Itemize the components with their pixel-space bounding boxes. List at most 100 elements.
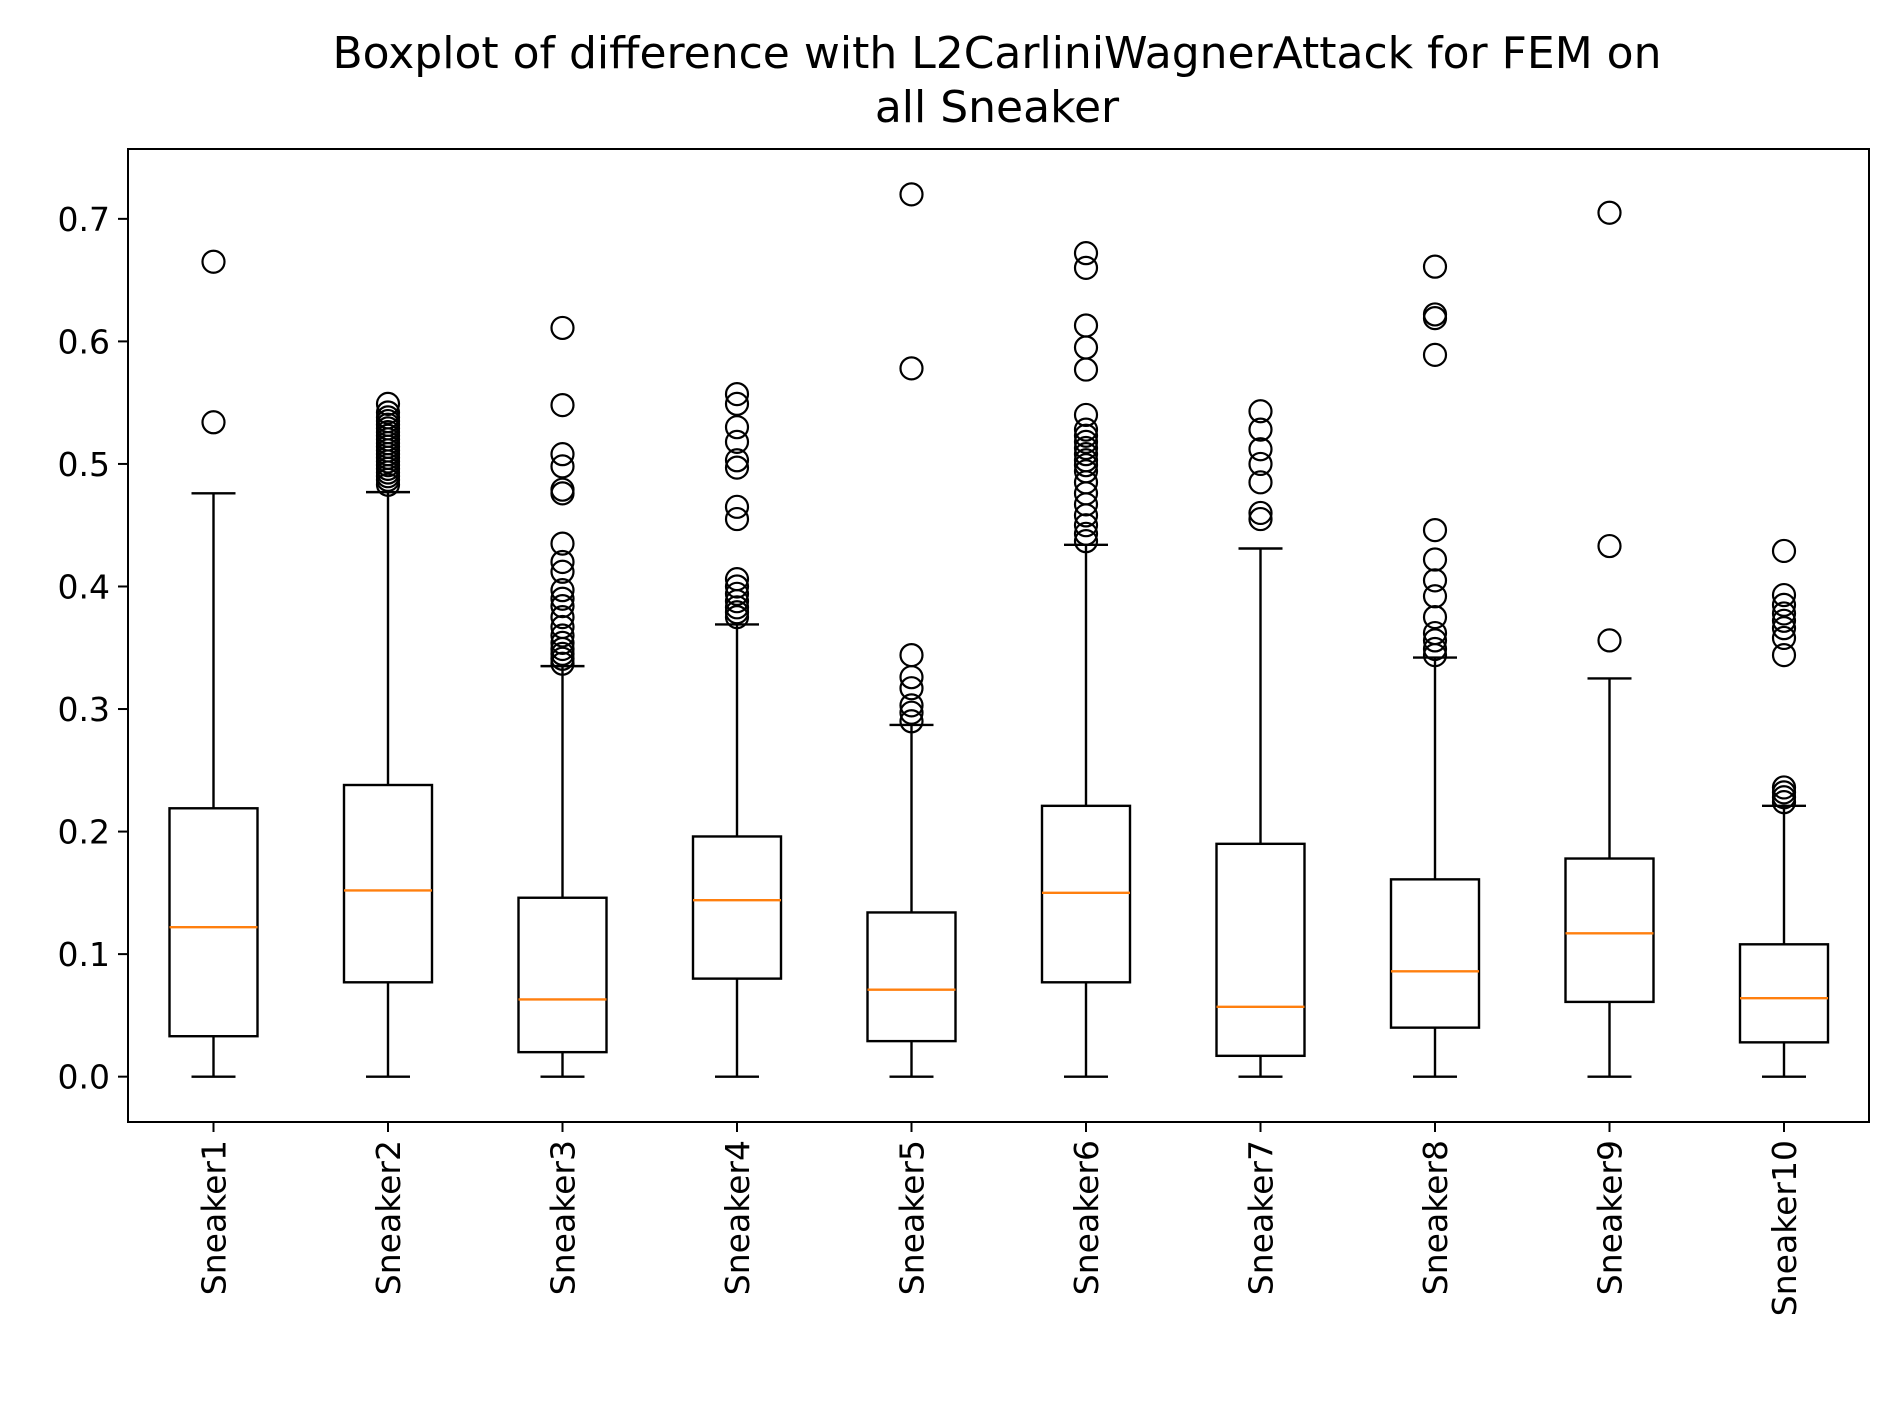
flier-point <box>1073 513 1099 538</box>
flier-point <box>1422 254 1448 279</box>
flier-point <box>1771 616 1797 641</box>
flier-point <box>1597 533 1622 559</box>
axes-frame <box>127 148 1870 1123</box>
y-tick-label: 0.2 <box>58 813 110 852</box>
chart-title-line-2: all Sneaker <box>875 82 1120 133</box>
flier-point <box>1073 459 1099 484</box>
y-tick-label: 0.7 <box>58 200 110 239</box>
plot-area: 0.0 0.1 0.2 0.3 0.4 0.5 0.6 0.7 Sneaker1 Sneaker2… <box>58 148 1870 1316</box>
flier-point <box>1248 399 1273 424</box>
flier-point <box>1073 448 1099 473</box>
x-tick-label: Sneaker6 <box>1067 1140 1106 1295</box>
flier-point <box>1073 435 1099 461</box>
flier-point <box>1771 625 1797 651</box>
box-group-sneaker7 <box>1215 399 1306 1078</box>
x-tick-label: Sneaker10 <box>1765 1140 1804 1316</box>
flier-point <box>1422 302 1448 327</box>
y-tick-label: 0.1 <box>58 935 110 974</box>
flier-point <box>1073 402 1099 428</box>
box-group-sneaker1 <box>168 249 259 1078</box>
box-group-sneaker5 <box>866 182 957 1078</box>
flier-point <box>1248 417 1273 442</box>
flier-point <box>1771 601 1797 626</box>
box-iqr <box>168 807 259 1038</box>
flier-point <box>1422 518 1448 543</box>
y-tick-label: 0.6 <box>58 322 110 361</box>
box-group-sneaker9 <box>1564 200 1655 1078</box>
flier-point <box>724 429 750 454</box>
flier-point <box>1248 451 1273 477</box>
flier-point <box>550 605 575 630</box>
flier-point <box>1771 608 1797 633</box>
flier-point <box>1422 628 1448 653</box>
box-iqr <box>1389 878 1481 1029</box>
flier-point <box>899 643 924 668</box>
box-iqr <box>1738 943 1830 1044</box>
flier-point <box>899 709 924 734</box>
flier-point <box>1422 584 1448 609</box>
flier-point <box>724 448 750 473</box>
flier-point <box>1422 568 1448 593</box>
flier-point <box>1422 605 1448 630</box>
flier-point <box>201 410 226 435</box>
flier-point <box>550 578 575 603</box>
flier-point <box>1771 582 1797 608</box>
flier-point <box>550 442 575 467</box>
x-tick-label: Sneaker7 <box>1242 1140 1281 1295</box>
flier-point <box>724 415 750 440</box>
box-iqr <box>866 911 957 1043</box>
flier-point <box>550 630 575 655</box>
flier-point <box>1073 241 1099 266</box>
flier-point <box>1771 592 1797 617</box>
flier-point <box>1422 342 1448 367</box>
flier-point <box>1073 521 1099 546</box>
flier-point <box>1248 506 1273 532</box>
box-iqr <box>517 896 608 1054</box>
y-tick-label: 0.4 <box>58 567 110 606</box>
x-tick-label: Sneaker8 <box>1416 1140 1455 1295</box>
y-tick-label: 0.3 <box>58 690 110 729</box>
x-tick-label: Sneaker2 <box>369 1140 408 1295</box>
x-tick-label: Sneaker9 <box>1591 1140 1630 1295</box>
flier-point <box>1771 538 1797 564</box>
box-group-sneaker4 <box>691 381 783 1078</box>
flier-point <box>550 454 575 479</box>
flier-point <box>899 700 924 725</box>
flier-point <box>1073 423 1099 448</box>
flier-point <box>724 567 750 592</box>
y-tick-label: 0.5 <box>58 445 110 484</box>
flier-point <box>550 315 575 341</box>
flier-point <box>899 676 924 701</box>
box-group-sneaker6 <box>1040 241 1132 1078</box>
box-iqr <box>1564 857 1655 1004</box>
box-group-sneaker10 <box>1738 538 1830 1078</box>
flier-point <box>899 693 924 718</box>
flier-point <box>550 586 575 611</box>
flier-point <box>1422 636 1448 662</box>
flier-point <box>899 356 924 381</box>
flier-point <box>1073 442 1099 467</box>
flier-point <box>1073 417 1099 442</box>
flier-point <box>1073 313 1099 338</box>
flier-point <box>1422 547 1448 572</box>
chart-title-line-1: Boxplot of difference with L2CarliniWagn… <box>333 28 1662 79</box>
flier-point <box>724 494 750 519</box>
box-iqr <box>342 783 434 984</box>
flier-point <box>550 559 575 584</box>
flier-point <box>724 581 750 606</box>
flier-point <box>550 531 575 556</box>
flier-point <box>1248 470 1273 495</box>
flier-point <box>375 400 401 425</box>
box-group-sneaker3 <box>517 315 608 1078</box>
flier-point <box>550 393 575 418</box>
x-tick-label: Sneaker3 <box>544 1140 583 1295</box>
flier-point <box>899 182 924 207</box>
flier-point <box>375 391 401 416</box>
x-tick-label: Sneaker5 <box>893 1140 932 1295</box>
flier-point <box>724 455 750 480</box>
flier-point <box>1073 429 1099 454</box>
y-tick-label: 0.0 <box>58 1058 110 1097</box>
flier-point <box>550 477 575 502</box>
